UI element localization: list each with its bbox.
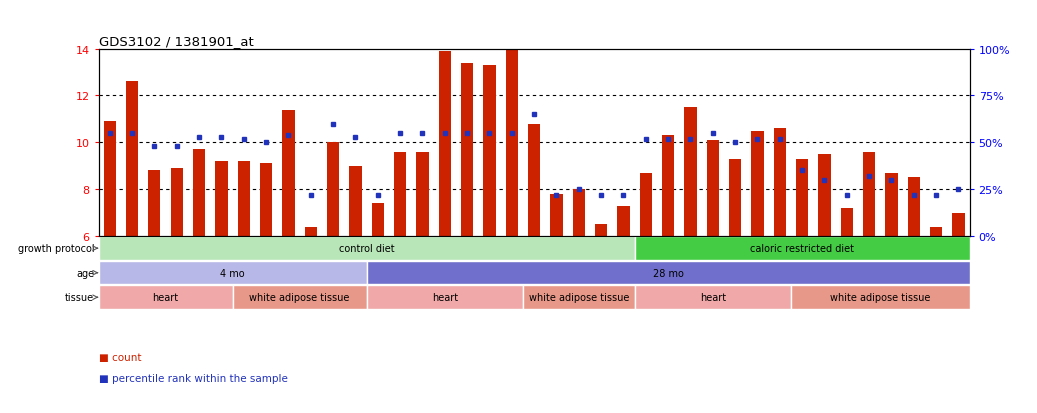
Bar	[125, 82, 138, 236]
Bar	[751, 131, 763, 236]
Bar	[774, 129, 786, 236]
Text: heart: heart	[700, 292, 726, 302]
Text: heart: heart	[431, 292, 457, 302]
Bar	[635, 286, 791, 309]
Bar	[706, 140, 719, 236]
Text: 4 mo: 4 mo	[220, 268, 245, 278]
Bar	[818, 154, 831, 236]
Bar	[886, 173, 898, 236]
Text: GDS3102 / 1381901_at: GDS3102 / 1381901_at	[99, 36, 253, 48]
Bar	[595, 225, 608, 236]
Bar	[729, 159, 741, 236]
Text: ■ percentile rank within the sample: ■ percentile rank within the sample	[99, 373, 287, 383]
Text: age: age	[76, 268, 94, 278]
Bar	[104, 122, 116, 236]
Bar	[617, 206, 629, 236]
Bar	[349, 166, 362, 236]
Bar	[640, 173, 652, 236]
Text: white adipose tissue: white adipose tissue	[249, 292, 349, 302]
Text: heart: heart	[152, 292, 178, 302]
Bar	[796, 159, 808, 236]
Bar	[232, 286, 366, 309]
Bar	[366, 286, 523, 309]
Bar	[528, 124, 540, 236]
Text: control diet: control diet	[339, 244, 394, 254]
Bar	[193, 150, 205, 236]
Bar	[572, 190, 585, 236]
Text: 28 mo: 28 mo	[652, 268, 683, 278]
Text: white adipose tissue: white adipose tissue	[830, 292, 930, 302]
Text: tissue: tissue	[65, 292, 94, 302]
Bar	[907, 178, 920, 236]
Bar	[99, 286, 232, 309]
Bar	[952, 213, 964, 236]
Bar	[99, 237, 635, 260]
Bar	[841, 208, 852, 236]
Bar	[506, 50, 517, 236]
Bar	[551, 195, 562, 236]
Text: ■ count: ■ count	[99, 352, 141, 362]
Bar	[684, 108, 697, 236]
Text: growth protocol: growth protocol	[18, 244, 94, 254]
Bar	[366, 261, 970, 285]
Bar	[662, 136, 674, 236]
Bar	[170, 169, 183, 236]
Bar	[930, 227, 943, 236]
Bar	[371, 204, 384, 236]
Bar	[791, 286, 970, 309]
Bar	[523, 286, 635, 309]
Bar	[99, 261, 366, 285]
Bar	[416, 152, 428, 236]
Bar	[282, 110, 295, 236]
Bar	[327, 143, 339, 236]
Text: white adipose tissue: white adipose tissue	[529, 292, 628, 302]
Bar	[305, 227, 317, 236]
Bar	[439, 52, 451, 236]
Bar	[460, 64, 473, 236]
Text: caloric restricted diet: caloric restricted diet	[750, 244, 854, 254]
Bar	[483, 66, 496, 236]
Bar	[863, 152, 875, 236]
Bar	[237, 161, 250, 236]
Bar	[148, 171, 161, 236]
Bar	[216, 161, 227, 236]
Bar	[635, 237, 970, 260]
Bar	[260, 164, 272, 236]
Bar	[394, 152, 407, 236]
